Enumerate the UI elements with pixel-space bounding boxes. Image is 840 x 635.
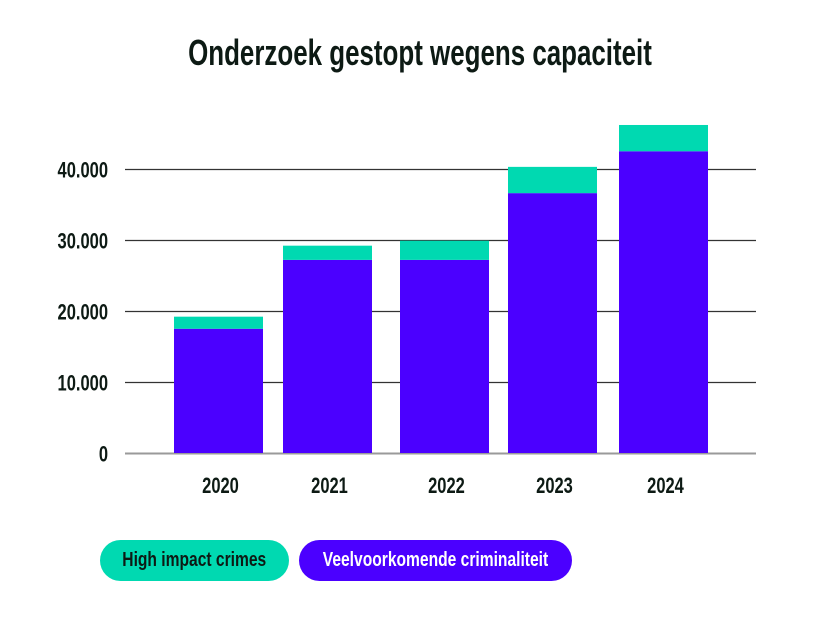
x-tick-label: 2022 bbox=[428, 474, 465, 499]
x-tick-label: 2024 bbox=[647, 474, 684, 499]
y-tick-label: 10.000 bbox=[58, 371, 109, 396]
bars bbox=[174, 124, 708, 453]
bar-segment-high-impact-2021 bbox=[283, 245, 372, 260]
y-tick-label: 30.000 bbox=[58, 229, 109, 254]
bar-segment-high-impact-2024 bbox=[619, 124, 708, 152]
y-tick-label: 40.000 bbox=[58, 158, 109, 183]
bar-segment-veelvoorkomende-2020 bbox=[174, 328, 263, 453]
y-tick-label: 0 bbox=[99, 442, 108, 467]
bar-segment-veelvoorkomende-2022 bbox=[400, 259, 489, 453]
y-axis-ticks: 0 10.000 20.000 30.000 40.000 bbox=[58, 158, 109, 467]
y-tick-label: 20.000 bbox=[58, 300, 109, 325]
legend-item-veelvoorkomende-criminaliteit[interactable]: Veelvoorkomende criminaliteit bbox=[299, 540, 572, 581]
bar-segment-high-impact-2020 bbox=[174, 316, 263, 329]
bar-segment-high-impact-2023 bbox=[508, 166, 597, 194]
legend-label: Veelvoorkomende criminaliteit bbox=[322, 549, 549, 571]
x-tick-label: 2023 bbox=[536, 474, 573, 499]
bar-segment-veelvoorkomende-2021 bbox=[283, 259, 372, 453]
chart-title: Onderzoek gestopt wegens capaciteit bbox=[188, 32, 652, 73]
bar-segment-veelvoorkomende-2024 bbox=[619, 151, 708, 453]
legend-label: High impact crimes bbox=[122, 549, 267, 571]
bar-segment-veelvoorkomende-2023 bbox=[508, 193, 597, 453]
x-axis-ticks: 2020 2021 2022 2023 2024 bbox=[202, 474, 684, 499]
x-tick-label: 2021 bbox=[311, 474, 348, 499]
legend-item-high-impact-crimes[interactable]: High impact crimes bbox=[100, 540, 289, 581]
x-tick-label: 2020 bbox=[202, 474, 239, 499]
bar-segment-high-impact-2022 bbox=[400, 240, 489, 260]
